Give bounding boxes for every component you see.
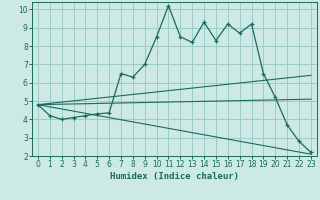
X-axis label: Humidex (Indice chaleur): Humidex (Indice chaleur) — [110, 172, 239, 181]
